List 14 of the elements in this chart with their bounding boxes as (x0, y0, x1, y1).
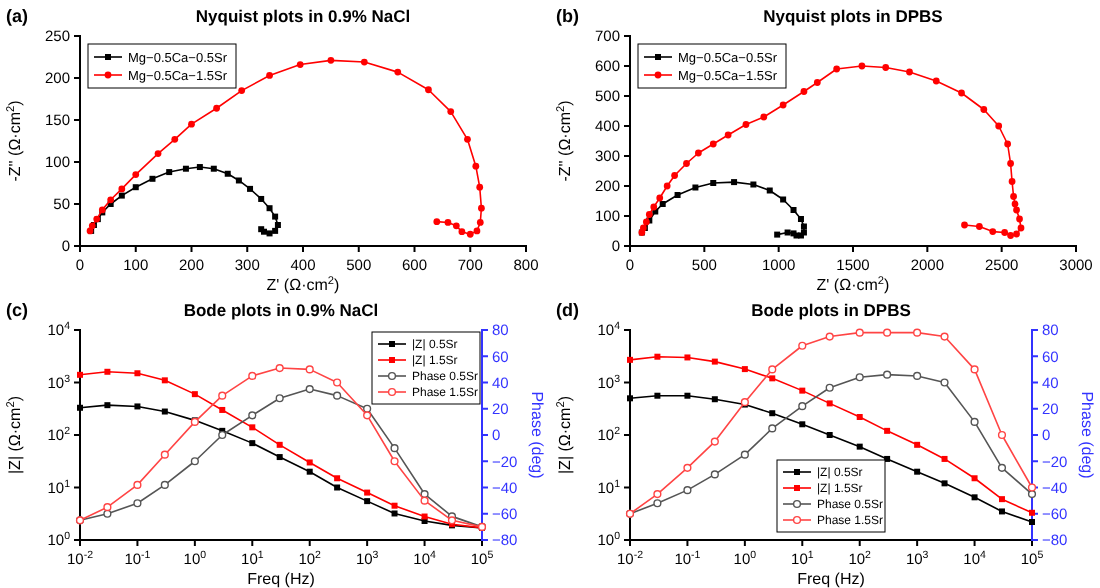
y2-axis-title: Phase (deg) (528, 391, 546, 480)
text: (b) (556, 6, 579, 26)
y2-axis-title: Phase (deg) (1078, 391, 1096, 480)
x-axis-title: Z' (Ω·cm$^{2}$) (816, 276, 891, 294)
chart-title: Nyquist plots in DPBS (763, 6, 944, 26)
chart-title: Bode plots in DPBS (751, 300, 912, 320)
text: (a) (6, 6, 28, 26)
text: (d) (556, 300, 579, 320)
x-axis-title: Freq (Hz) (797, 570, 866, 588)
x-axis-title: Freq (Hz) (247, 570, 316, 588)
text: (c) (6, 300, 28, 320)
x-axis-title: Z' (Ω·cm$^{2}$) (266, 276, 341, 294)
chart-title: Bode plots in 0.9% NaCl (183, 300, 379, 320)
chart-title: Nyquist plots in 0.9% NaCl (195, 6, 411, 26)
